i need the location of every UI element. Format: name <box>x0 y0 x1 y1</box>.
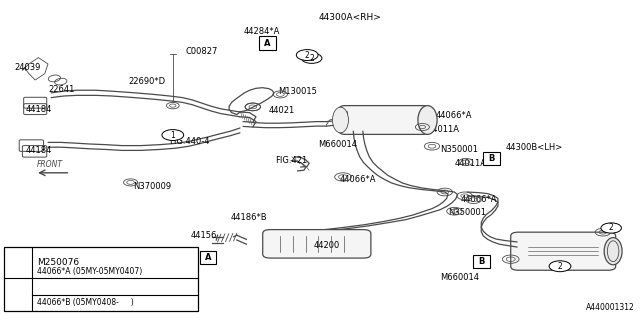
Text: FIG.421: FIG.421 <box>275 156 307 165</box>
Circle shape <box>9 258 28 268</box>
Text: N370009: N370009 <box>133 182 172 191</box>
Ellipse shape <box>333 107 349 133</box>
Text: A: A <box>205 253 211 262</box>
Text: M250076: M250076 <box>37 259 79 268</box>
Text: 44156: 44156 <box>191 231 217 240</box>
Text: 44300B<LH>: 44300B<LH> <box>506 143 563 152</box>
Text: 44184: 44184 <box>26 105 52 114</box>
Circle shape <box>549 261 571 272</box>
Circle shape <box>301 53 322 63</box>
Text: 44066*A: 44066*A <box>435 111 472 120</box>
FancyBboxPatch shape <box>511 232 616 270</box>
Text: 2: 2 <box>609 223 614 233</box>
Ellipse shape <box>604 237 622 265</box>
Text: 44300A<RH>: 44300A<RH> <box>319 13 381 22</box>
Text: 2: 2 <box>309 54 314 63</box>
Text: 44011A: 44011A <box>454 159 486 168</box>
Text: A440001312: A440001312 <box>586 303 635 312</box>
Text: B: B <box>478 257 484 266</box>
Text: 44021: 44021 <box>269 106 295 115</box>
Text: 44184: 44184 <box>26 146 52 155</box>
FancyBboxPatch shape <box>259 36 276 50</box>
Circle shape <box>9 282 28 291</box>
Text: A: A <box>264 39 271 48</box>
Text: 44066*A: 44066*A <box>339 175 376 184</box>
Text: 24039: 24039 <box>14 63 40 72</box>
Text: C00827: C00827 <box>186 47 218 56</box>
Text: 2: 2 <box>16 282 21 291</box>
Text: 22690*D: 22690*D <box>128 77 165 86</box>
Text: 44200: 44200 <box>314 241 340 250</box>
Text: 22641: 22641 <box>49 85 75 94</box>
Text: FRONT: FRONT <box>37 160 63 169</box>
Circle shape <box>601 223 621 233</box>
FancyBboxPatch shape <box>473 255 490 268</box>
Text: 2: 2 <box>557 262 563 271</box>
Circle shape <box>162 130 184 140</box>
Ellipse shape <box>418 106 437 134</box>
Text: 2: 2 <box>305 51 310 60</box>
Text: 1: 1 <box>170 131 175 140</box>
Text: 1: 1 <box>16 259 21 268</box>
Text: M130015: M130015 <box>278 87 317 96</box>
Text: 44066*B (05MY0408-     ): 44066*B (05MY0408- ) <box>37 298 134 307</box>
FancyBboxPatch shape <box>483 152 500 165</box>
Text: 44011A: 44011A <box>428 125 460 134</box>
Text: 44066*A (05MY-05MY0407): 44066*A (05MY-05MY0407) <box>37 267 142 276</box>
Text: N350001: N350001 <box>448 208 486 217</box>
Text: FIG.440-4: FIG.440-4 <box>170 137 210 146</box>
Text: 44186*B: 44186*B <box>230 213 267 222</box>
Text: M660014: M660014 <box>318 140 357 149</box>
Text: 44284*A: 44284*A <box>243 28 280 36</box>
Text: B: B <box>488 154 495 163</box>
Text: 44066*A: 44066*A <box>461 196 497 204</box>
Circle shape <box>296 50 318 60</box>
FancyBboxPatch shape <box>200 251 216 264</box>
FancyBboxPatch shape <box>4 247 198 311</box>
FancyBboxPatch shape <box>339 106 429 134</box>
FancyBboxPatch shape <box>262 230 371 258</box>
Text: N350001: N350001 <box>440 145 478 154</box>
Text: M660014: M660014 <box>440 273 479 282</box>
